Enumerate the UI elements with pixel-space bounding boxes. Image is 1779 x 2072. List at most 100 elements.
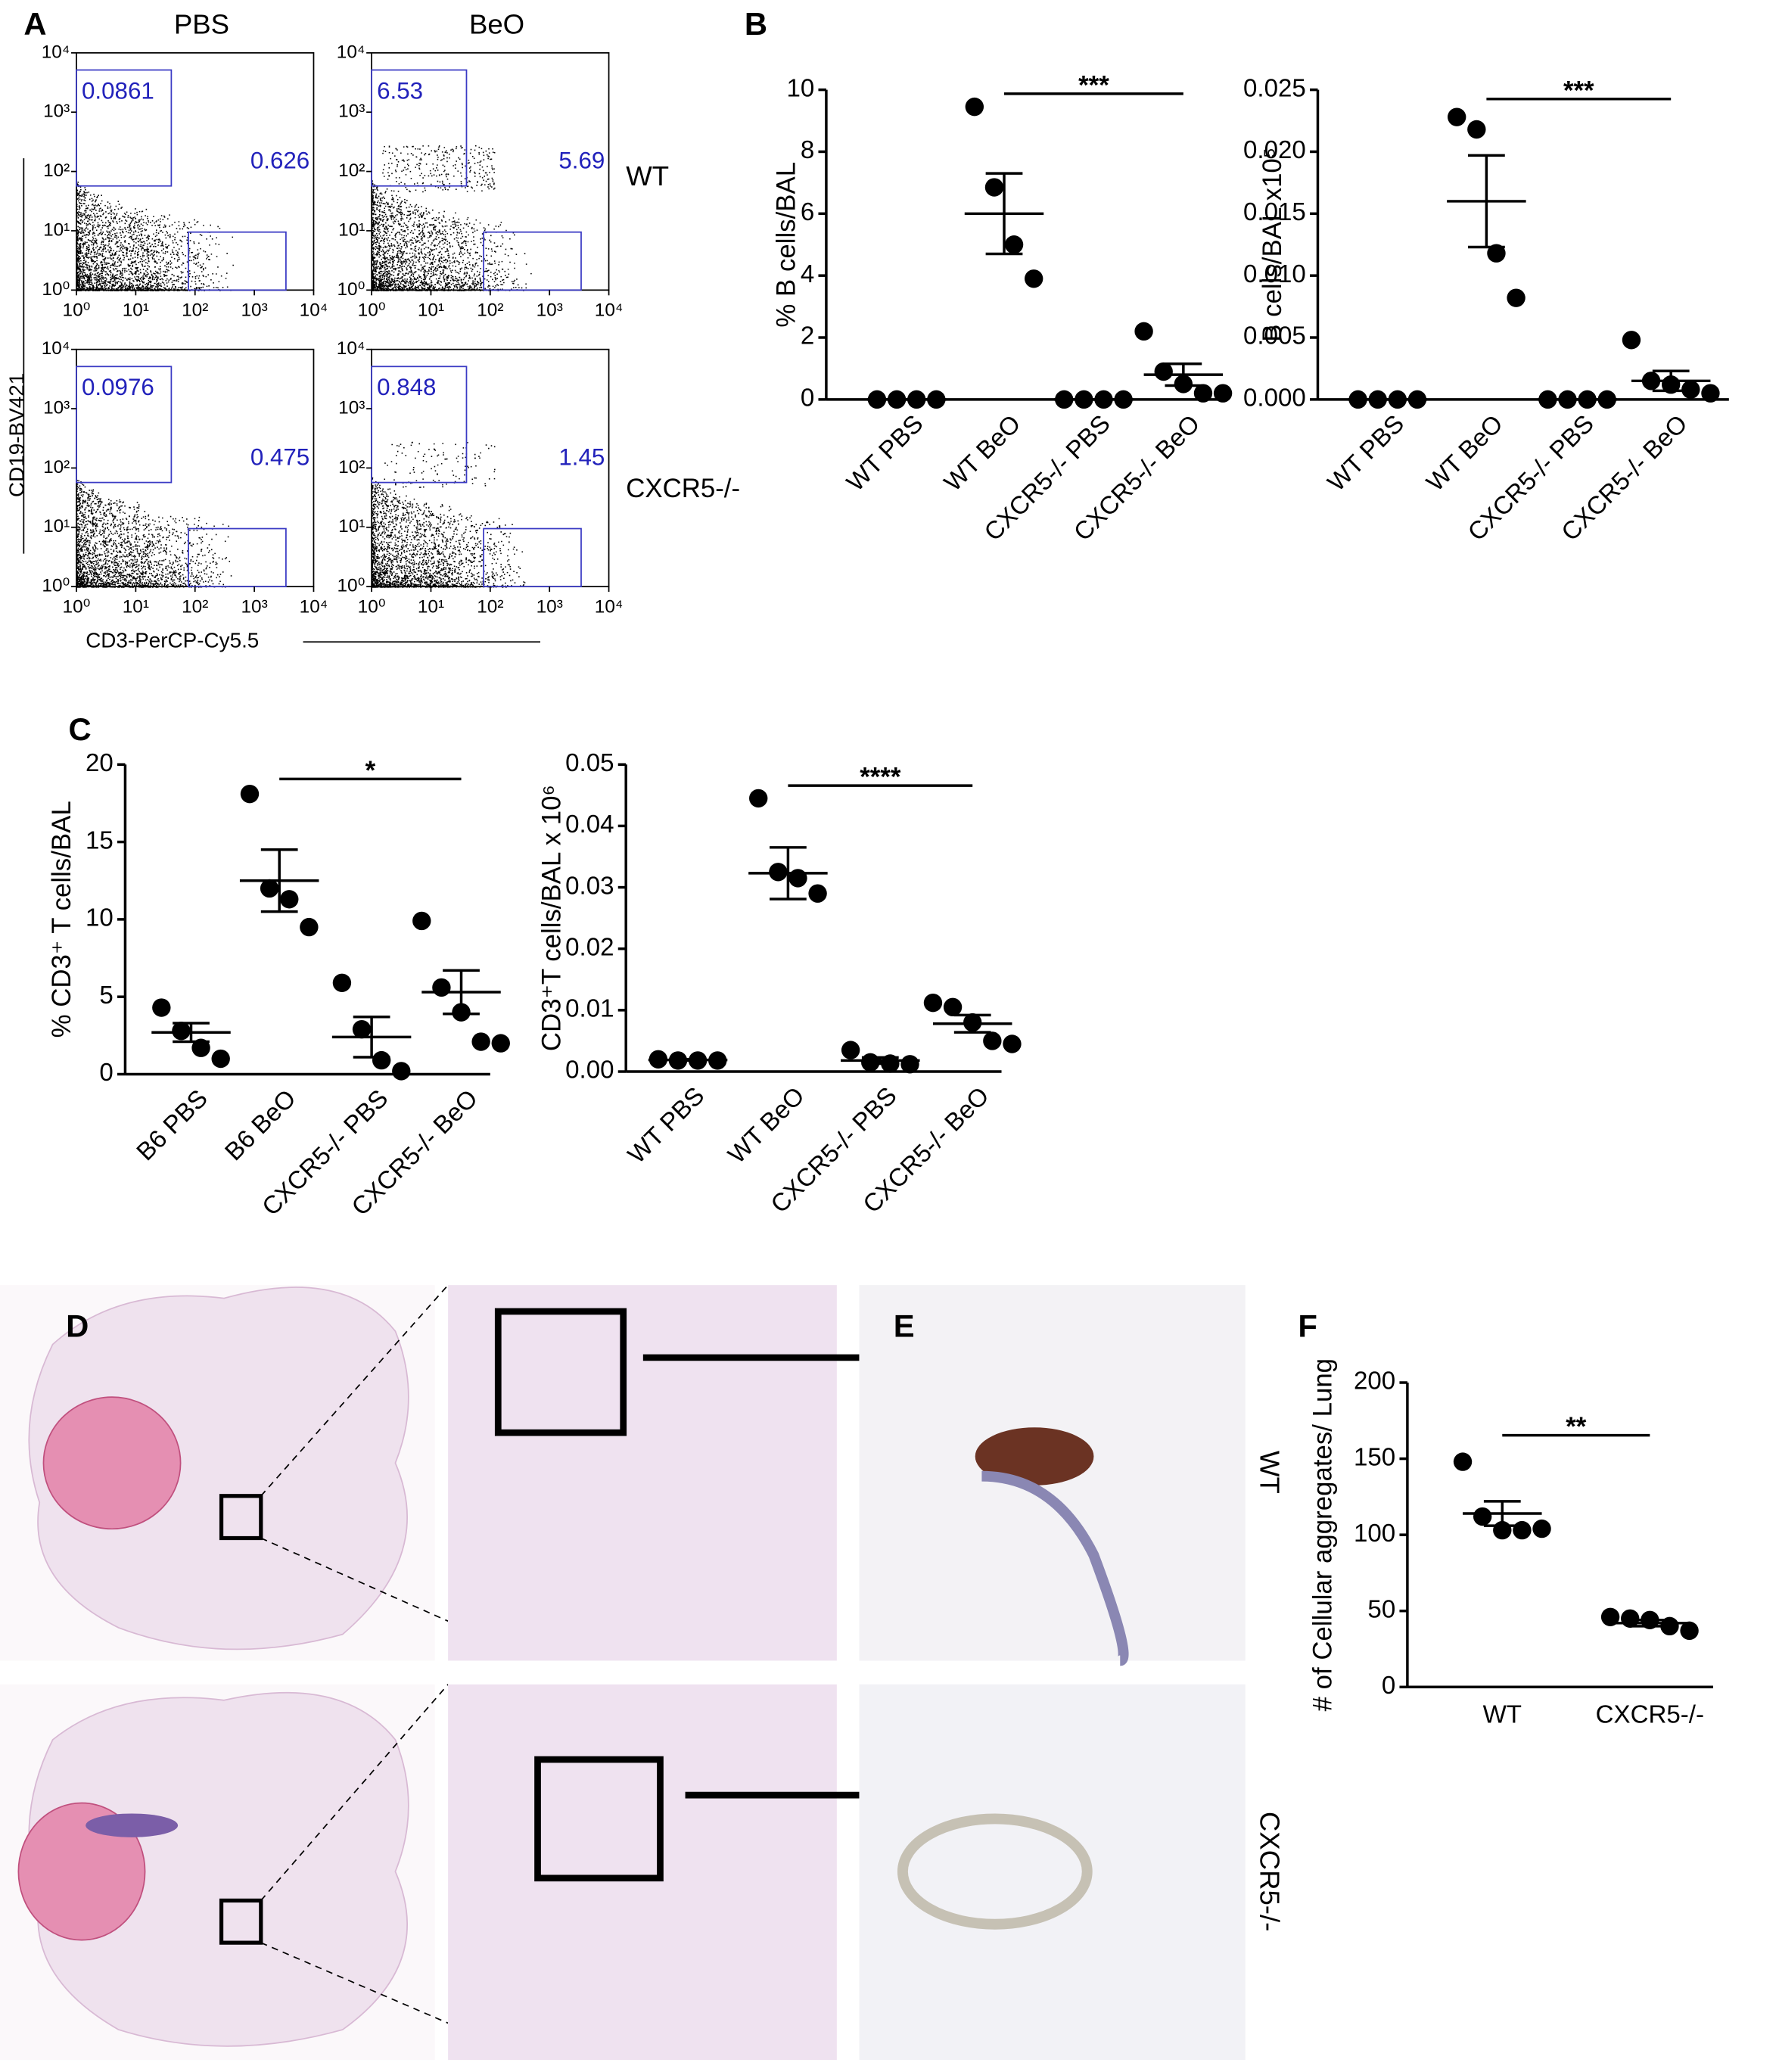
point xyxy=(260,879,279,898)
y-tick-label: 10² xyxy=(338,457,365,478)
y-tick-label: 10 xyxy=(86,904,114,932)
point xyxy=(300,917,319,937)
x-tick-label: 10³ xyxy=(241,596,267,617)
events xyxy=(372,441,526,588)
y-tick-label: 200 xyxy=(1354,1367,1395,1395)
x-tick-label: WT PBS xyxy=(841,409,928,496)
gate xyxy=(188,527,287,588)
x-tick-label: B6 BeO xyxy=(219,1084,301,1166)
point xyxy=(152,998,171,1017)
point xyxy=(191,1038,210,1057)
gate-value: 0.0976 xyxy=(82,374,154,400)
x-tick-label: 10² xyxy=(182,300,208,321)
y-tick-label: 10³ xyxy=(43,397,70,418)
error-bar xyxy=(1631,1619,1669,1628)
x-tick-label: WT PBS xyxy=(1323,409,1410,496)
y-tick-label: 20 xyxy=(86,749,114,777)
axis-title: CD3-PerCP-Cy5.5 xyxy=(86,629,259,652)
gate-value: 0.626 xyxy=(250,148,309,174)
y-tick-label: 10⁰ xyxy=(42,279,70,300)
gate-value: 5.69 xyxy=(558,148,605,174)
zoom-line xyxy=(260,1684,449,1901)
panel-letter: B xyxy=(745,6,767,42)
point xyxy=(491,1034,510,1053)
y-tick-label: 0.010 xyxy=(1243,260,1306,288)
x-tick-label: WT BeO xyxy=(723,1082,810,1169)
point xyxy=(1453,1452,1473,1471)
point xyxy=(1487,244,1506,263)
point xyxy=(240,784,260,804)
y-tick-label: 0 xyxy=(801,384,814,412)
panel-letter: C xyxy=(69,711,92,747)
error-bar xyxy=(861,1056,899,1066)
error-bar xyxy=(1483,1500,1521,1527)
y-tick-label: 10¹ xyxy=(43,516,70,537)
point xyxy=(1532,1519,1551,1538)
y-tick-label: 10³ xyxy=(338,101,365,122)
gate-value: 6.53 xyxy=(377,77,423,104)
panel-letter: D xyxy=(66,1308,89,1344)
point xyxy=(749,789,768,808)
heart xyxy=(17,1802,146,1941)
y-tick-label: 5 xyxy=(99,982,113,1010)
significance: ** xyxy=(1566,1412,1587,1442)
y-tick-label: 50 xyxy=(1367,1595,1395,1623)
panel-letter: F xyxy=(1298,1308,1317,1344)
point xyxy=(412,911,431,931)
y-tick-label: 0.005 xyxy=(1243,322,1306,350)
events xyxy=(372,145,532,291)
y-tick-label: 10³ xyxy=(338,397,365,418)
y-tick-label: 15 xyxy=(86,826,114,854)
point xyxy=(1660,1616,1679,1636)
error-bar xyxy=(1652,369,1690,393)
zoom-line xyxy=(260,1942,449,2024)
y-tick-label: 150 xyxy=(1354,1443,1395,1471)
y-tick-label: 10 xyxy=(786,74,814,102)
point xyxy=(983,1031,1002,1050)
gate-value: 1.45 xyxy=(558,444,605,471)
b-cell-aggregate xyxy=(975,1427,1094,1486)
y-tick-label: 0.025 xyxy=(1243,74,1306,102)
zoom-box xyxy=(534,1756,664,1882)
y-tick-label: 10⁰ xyxy=(337,576,365,596)
point xyxy=(1473,1507,1492,1526)
point xyxy=(1134,322,1153,341)
x-tick-label: 10⁴ xyxy=(595,596,624,617)
lung-zoom xyxy=(448,1684,837,2061)
row-label: WT xyxy=(626,160,669,191)
zoom-box xyxy=(219,1898,263,1945)
y-tick-label: 0.00 xyxy=(565,1056,614,1084)
point xyxy=(471,1032,490,1051)
error-bar xyxy=(173,1022,210,1044)
axis-title: % B cells/BAL xyxy=(772,162,801,328)
error-bar xyxy=(770,846,807,901)
point xyxy=(808,884,827,903)
row-label: CXCR5-/- xyxy=(626,474,740,503)
y-tick-label: 10³ xyxy=(43,101,70,122)
axis-title: CD19-BV421 xyxy=(5,373,29,497)
point xyxy=(1004,235,1024,254)
y-tick-label: 0 xyxy=(99,1059,113,1087)
point xyxy=(352,1019,372,1039)
y-tick-label: 4 xyxy=(801,260,814,288)
point xyxy=(984,178,1004,197)
y-tick-label: 10⁴ xyxy=(42,42,70,62)
point xyxy=(1003,1034,1022,1053)
significance: * xyxy=(365,756,376,786)
point xyxy=(432,978,451,997)
row-label: CXCR5-/- xyxy=(1255,1812,1286,1931)
gate xyxy=(483,231,582,291)
x-tick-label: 10³ xyxy=(241,300,267,321)
y-tick-label: 0 xyxy=(1382,1672,1395,1700)
y-tick-label: 10⁴ xyxy=(337,338,365,359)
gate xyxy=(76,366,173,484)
x-tick-label: 10¹ xyxy=(418,596,444,617)
point xyxy=(1600,1607,1620,1626)
x-tick-label: 10⁴ xyxy=(300,596,328,617)
point xyxy=(1193,384,1213,403)
y-tick-label: 6 xyxy=(801,198,814,226)
ihc-image xyxy=(859,1684,1246,2061)
column-label: PBS xyxy=(174,9,229,40)
error-bar xyxy=(260,848,298,913)
point xyxy=(1507,288,1526,307)
